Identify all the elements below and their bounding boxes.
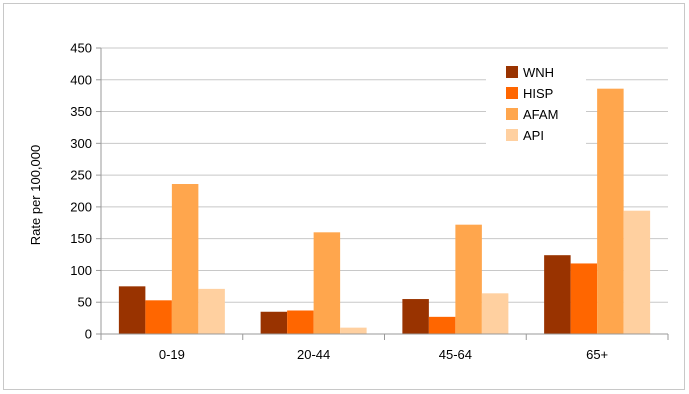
y-tick-label: 450: [70, 41, 92, 56]
bar-afam-0-19: [171, 184, 199, 334]
bar-api-20-44: [340, 327, 367, 334]
y-tick-label: 350: [70, 104, 92, 119]
bar-hisp-20-44: [287, 310, 314, 334]
bar-afam-45-64: [455, 224, 482, 334]
bar-hisp-0-19: [145, 300, 172, 334]
legend-label-wnh: WNH: [523, 65, 554, 80]
y-tick-labels: 0 50 100 150 200 250 300 350 400 450: [70, 41, 92, 342]
bar-hisp-45-64: [428, 316, 456, 334]
y-tick-label: 250: [70, 168, 92, 183]
y-tick-label: 150: [70, 231, 92, 246]
chart-frame: 0 50 100 150 200 250 300 350 400 450 0-19 20-44 45-…: [3, 3, 685, 390]
x-tick-label: 20-44: [297, 347, 330, 362]
y-axis-title: Rate per 100,000: [28, 145, 43, 245]
bar-api-65+: [623, 210, 651, 334]
legend-label-hisp: HISP: [523, 86, 553, 101]
bar-wnh-20-44: [260, 311, 288, 334]
y-tick-label: 50: [78, 295, 92, 310]
legend-swatch-afam: [506, 108, 518, 120]
axes: [100, 48, 669, 340]
x-tick-label: 65+: [586, 347, 608, 362]
bar-afam-20-44: [313, 232, 341, 334]
legend-label-api: API: [523, 128, 544, 143]
y-tick-label: 0: [85, 327, 92, 342]
bar-afam-65+: [597, 88, 624, 334]
y-tick-label: 200: [70, 199, 92, 214]
legend: WNH HISP AFAM API: [486, 56, 586, 150]
x-tick-label: 0-19: [159, 347, 185, 362]
bar-api-0-19: [198, 288, 225, 334]
x-tick-labels: 0-19 20-44 45-64 65+: [159, 347, 608, 362]
bar-wnh-65+: [544, 255, 571, 334]
bar-wnh-45-64: [402, 299, 429, 334]
y-tick-label: 300: [70, 136, 92, 151]
legend-box: [486, 56, 586, 150]
legend-label-afam: AFAM: [523, 107, 558, 122]
bar-chart: 0 50 100 150 200 250 300 350 400 450 0-19 20-44 45-…: [28, 41, 669, 362]
legend-swatch-hisp: [506, 87, 518, 99]
bar-hisp-65+: [570, 263, 598, 334]
y-tick-label: 400: [70, 72, 92, 87]
legend-swatch-wnh: [506, 66, 518, 78]
y-tick-label: 100: [70, 263, 92, 278]
bar-wnh-0-19: [118, 286, 146, 334]
x-tick-label: 45-64: [439, 347, 472, 362]
legend-swatch-api: [506, 129, 518, 141]
bar-api-45-64: [481, 293, 509, 334]
bars: [118, 88, 651, 334]
